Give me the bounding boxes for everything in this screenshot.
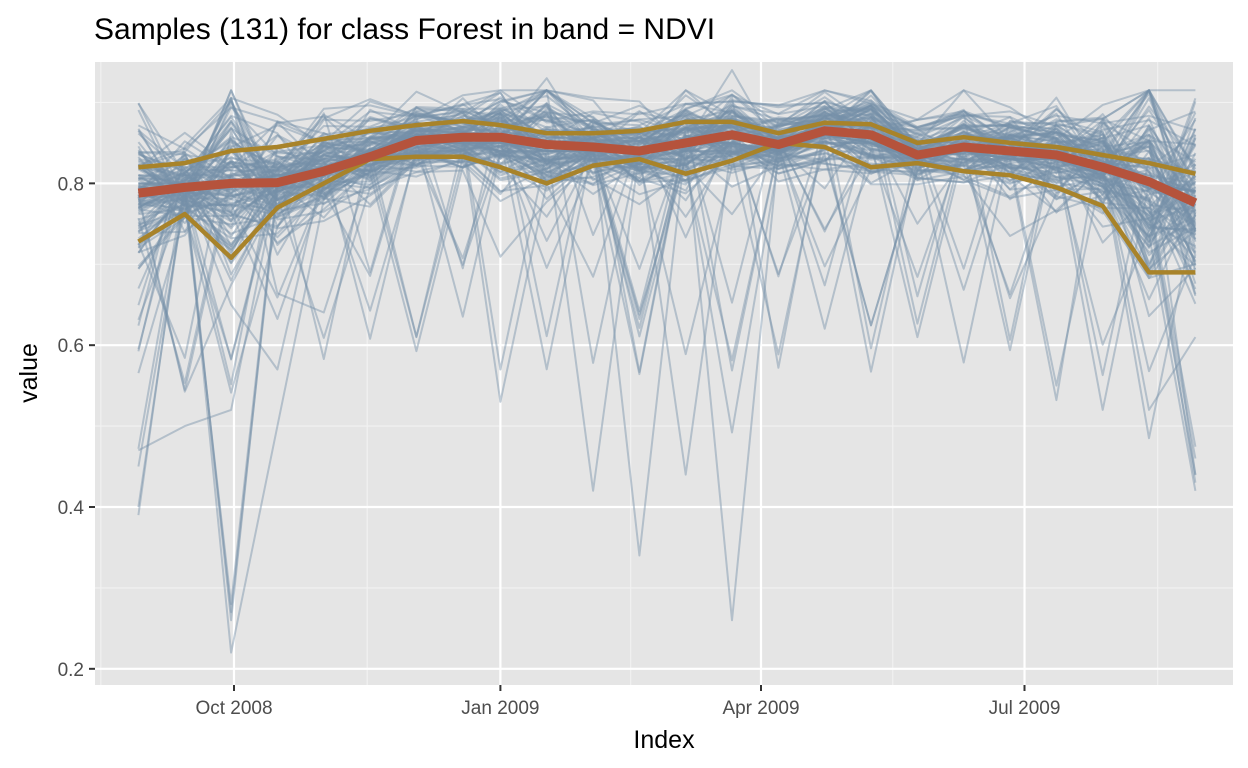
sample-series-line bbox=[137, 120, 1197, 359]
sample-series-line bbox=[138, 89, 1197, 242]
sample-series-line bbox=[138, 130, 1197, 440]
sample-series-line bbox=[137, 110, 1197, 240]
sample-series-line bbox=[137, 94, 1196, 231]
upper-quantile-line bbox=[138, 118, 1196, 176]
x-tick-label: Oct 2008 bbox=[195, 698, 272, 719]
axis-tick-labels: 0.2 0.4 0.6 0.8 Oct 2008 Jan 2009 Apr 2009 Jul … bbox=[58, 174, 1061, 719]
sample-series-line bbox=[137, 102, 1197, 273]
sample-series-line bbox=[138, 111, 1196, 240]
sample-series-line bbox=[137, 103, 1197, 232]
median-line bbox=[137, 126, 1198, 207]
y-tick-label: 0.2 bbox=[58, 660, 84, 681]
sample-series-line bbox=[137, 89, 1196, 238]
sample-series-line bbox=[138, 97, 1197, 327]
sample-series-line bbox=[137, 101, 1196, 246]
lower-quantile-line bbox=[137, 140, 1196, 275]
sample-series-line bbox=[138, 105, 1197, 273]
sample-series-line bbox=[138, 133, 1196, 654]
sample-series-line bbox=[137, 130, 1197, 290]
x-tick-label: Jul 2009 bbox=[989, 698, 1061, 719]
sample-series-line bbox=[138, 97, 1197, 318]
sample-series-line bbox=[137, 108, 1197, 362]
sample-series-line bbox=[138, 125, 1197, 305]
y-axis-title: value bbox=[15, 343, 43, 403]
sample-series-line bbox=[138, 131, 1197, 434]
sample-series-line bbox=[137, 105, 1197, 301]
sample-series-line bbox=[137, 108, 1197, 376]
sample-series-line bbox=[138, 89, 1197, 250]
sample-series-line bbox=[138, 89, 1197, 233]
sample-series-line bbox=[138, 89, 1196, 274]
sample-series-line bbox=[137, 134, 1196, 256]
sample-series-line bbox=[137, 89, 1197, 249]
sample-series-line bbox=[137, 116, 1197, 287]
x-tick-label: Apr 2009 bbox=[722, 698, 799, 719]
sample-series-line bbox=[138, 89, 1197, 278]
sample-series-line bbox=[137, 98, 1196, 306]
sample-series-line bbox=[137, 141, 1197, 614]
y-tick-label: 0.6 bbox=[58, 336, 84, 357]
sample-series-line bbox=[138, 117, 1197, 276]
sample-series-line bbox=[137, 109, 1196, 248]
sample-series-line bbox=[138, 124, 1196, 338]
sample-series-line bbox=[137, 109, 1197, 251]
sample-series-line bbox=[138, 139, 1196, 258]
sample-series-line bbox=[137, 105, 1197, 285]
sample-series-line bbox=[137, 128, 1196, 352]
sample-series-line bbox=[137, 129, 1196, 254]
sample-series-line bbox=[138, 121, 1196, 352]
major-gridlines bbox=[95, 62, 1233, 685]
sample-series-line bbox=[138, 110, 1197, 220]
chart-title: Samples (131) for class Forest in band =… bbox=[94, 13, 715, 46]
sample-series-line bbox=[137, 111, 1197, 242]
sample-series-line bbox=[137, 127, 1196, 356]
sample-series-line bbox=[137, 109, 1196, 245]
sample-series-line bbox=[138, 102, 1197, 296]
y-tick-label: 0.4 bbox=[58, 498, 85, 519]
summary-series-group bbox=[137, 118, 1198, 275]
axis-ticks bbox=[89, 182, 1026, 691]
minor-gridlines bbox=[95, 62, 1233, 685]
x-tick-label: Jan 2009 bbox=[461, 698, 539, 719]
y-tick-label: 0.8 bbox=[58, 174, 84, 195]
x-axis-title: Index bbox=[633, 726, 695, 754]
sample-series-line bbox=[137, 89, 1197, 249]
sample-series-line bbox=[138, 138, 1197, 253]
sample-series-line bbox=[137, 114, 1196, 248]
sample-series-line bbox=[138, 101, 1197, 243]
sample-series-line bbox=[137, 89, 1197, 239]
